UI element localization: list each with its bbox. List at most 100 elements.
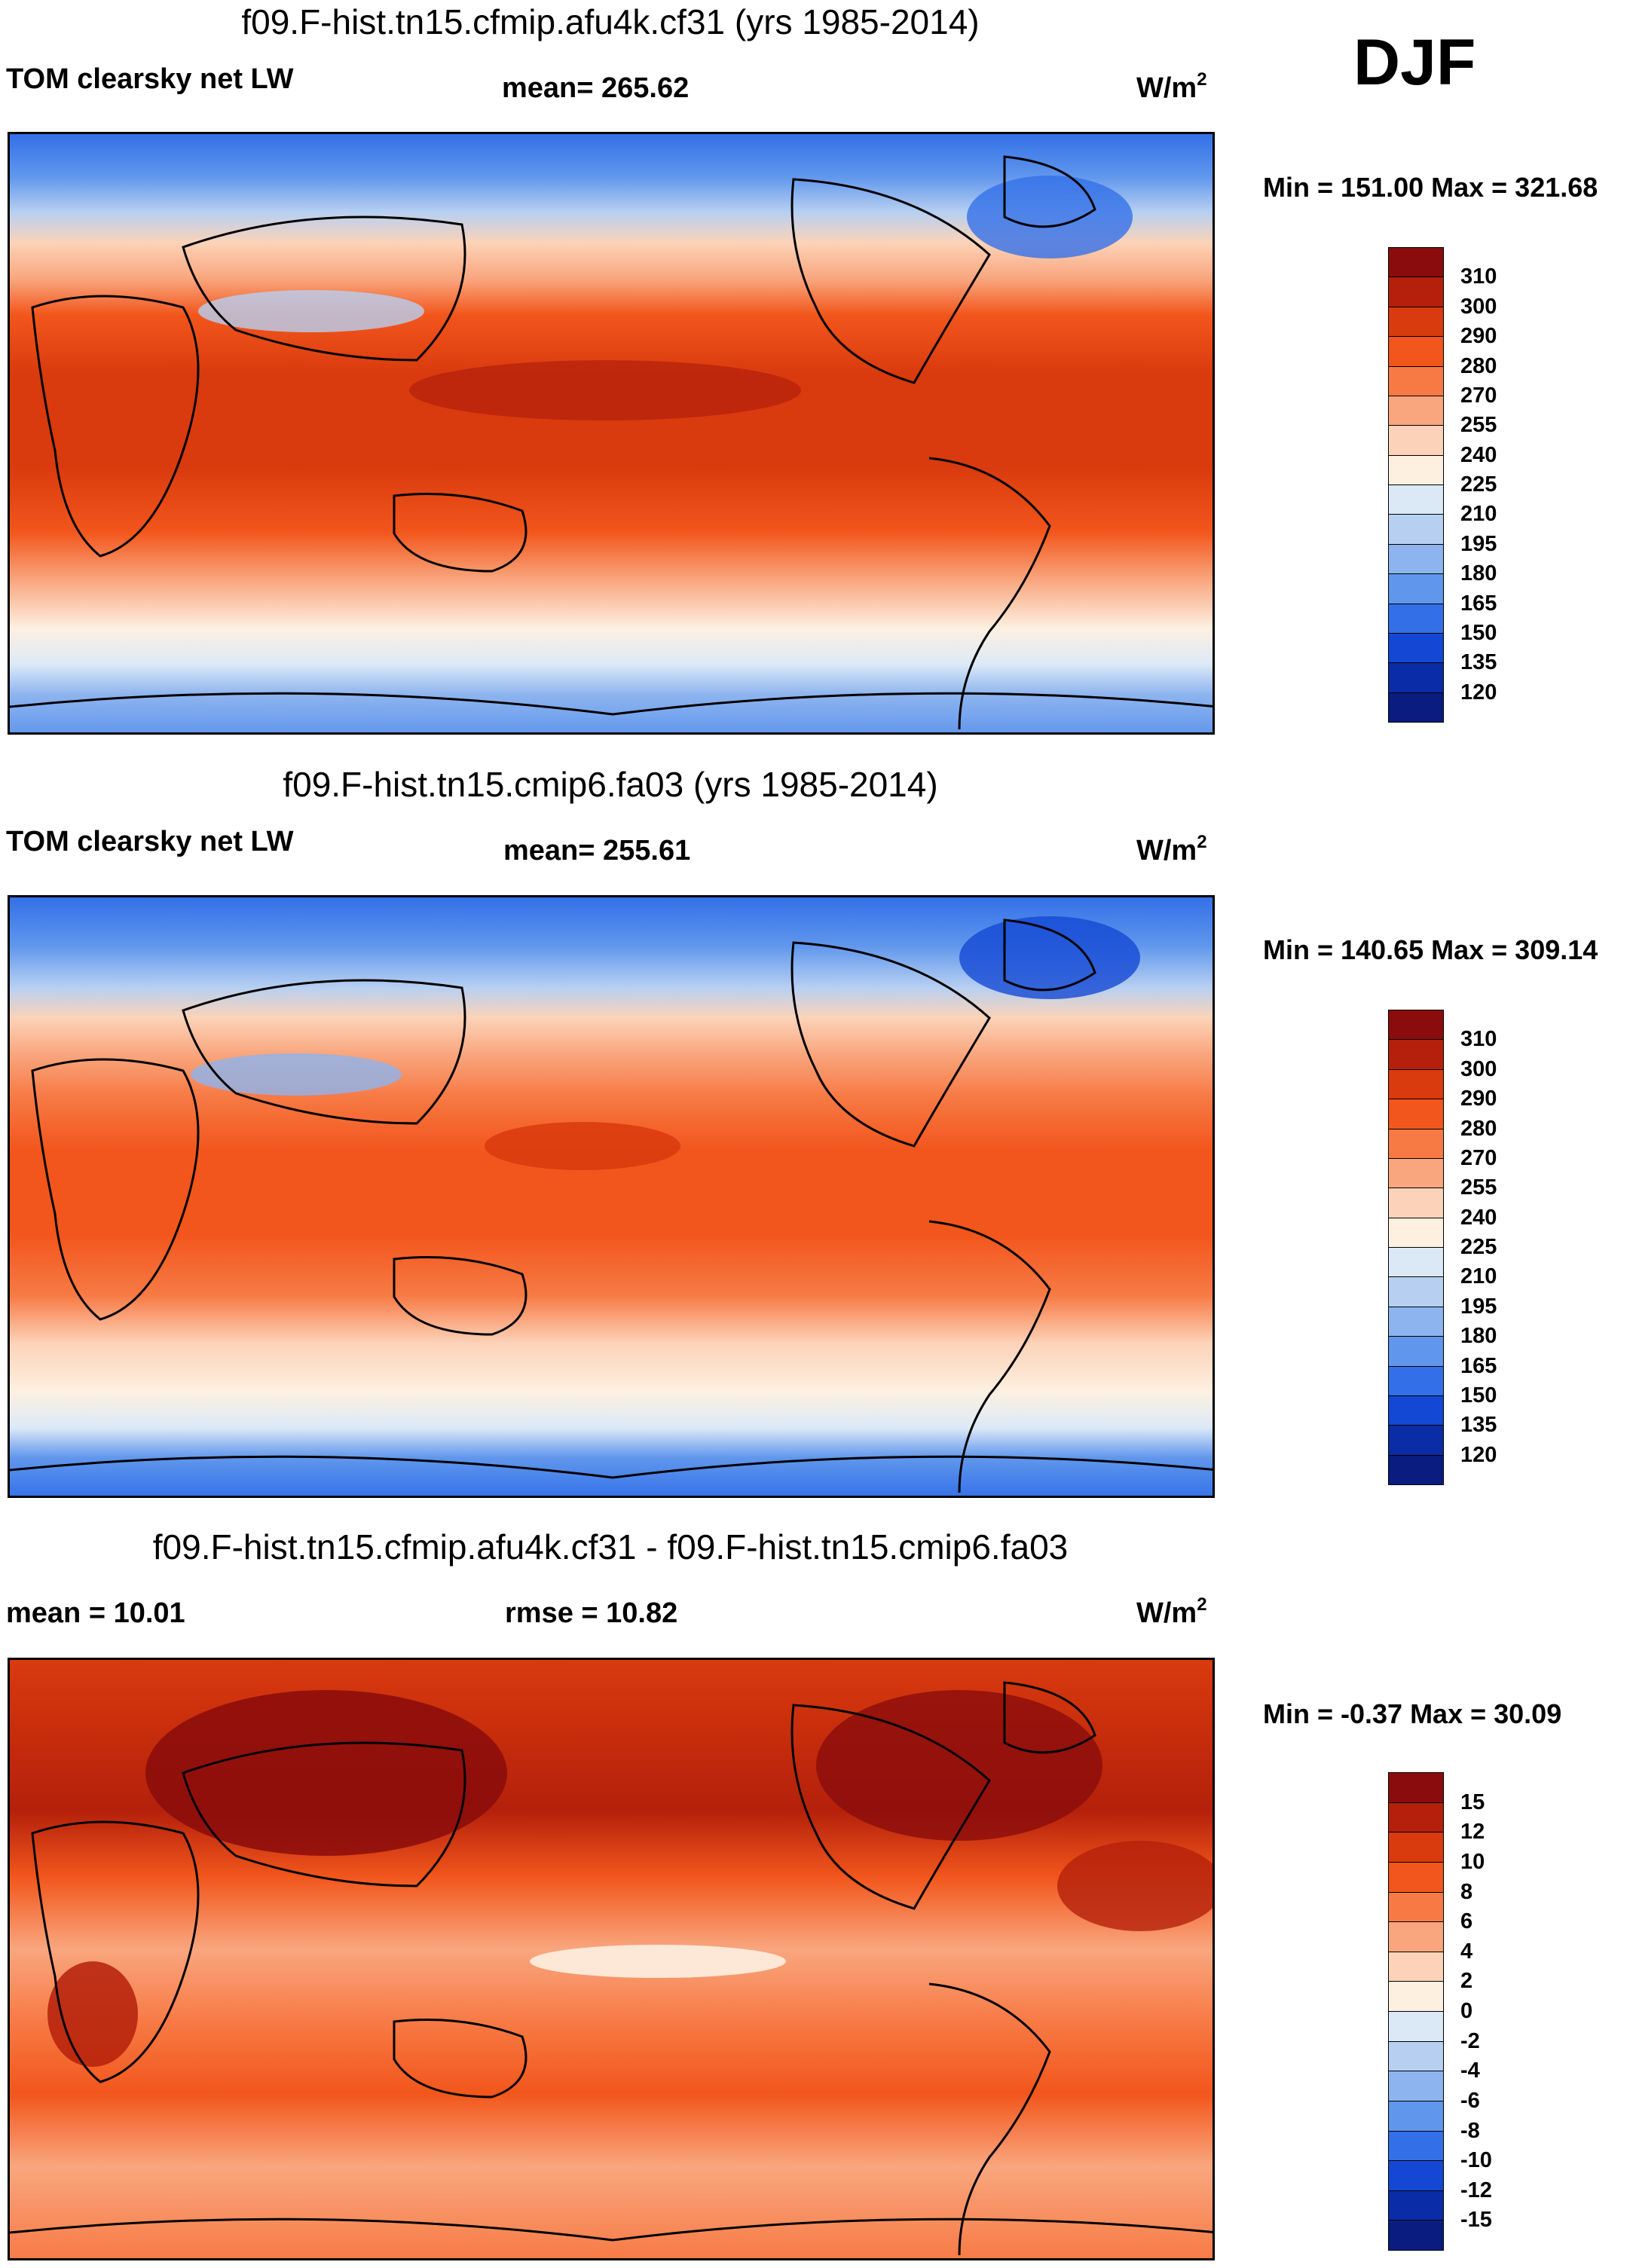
colorbar-tick-label: -15 — [1460, 2208, 1492, 2233]
colorbar-cell — [1388, 2220, 1444, 2251]
colorbar-tick-label: 270 — [1460, 1145, 1497, 1170]
colorbar-tick-label: 280 — [1460, 1116, 1497, 1141]
colorbar-tick-label: -8 — [1460, 2118, 1480, 2143]
colorbar-cell — [1388, 2011, 1444, 2042]
colorbar-cell — [1388, 1187, 1444, 1218]
colorbar-cell — [1388, 692, 1444, 723]
colorbar-tick-label: 240 — [1460, 442, 1497, 467]
colorbar-tick-label: -2 — [1460, 2028, 1480, 2053]
colorbar-tick-label: 2 — [1460, 1969, 1473, 1994]
colorbar-cell — [1388, 662, 1444, 693]
colorbar-cell — [1388, 1010, 1444, 1041]
panel-1-minmax: Min = 151.00 Max = 321.68 — [1263, 172, 1598, 203]
colorbar-cell — [1388, 1921, 1444, 1952]
panel-3-title: f09.F-hist.tn15.cfmip.afu4k.cf31 - f09.F… — [152, 1527, 1069, 1567]
panel-2-mean-label: mean= 255.61 — [503, 835, 691, 867]
colorbar-cell — [1388, 1128, 1444, 1159]
panel-1-title: f09.F-hist.tn15.cfmip.afu4k.cf31 (yrs 19… — [241, 2, 980, 41]
colorbar-cell — [1388, 1951, 1444, 1982]
colorbar-cell — [1388, 484, 1444, 515]
colorbar-tick-label: 255 — [1460, 1175, 1497, 1200]
colorbar-tick-label: 6 — [1460, 1909, 1473, 1934]
colorbar-cell — [1388, 277, 1444, 307]
colorbar-cell — [1388, 1306, 1444, 1337]
colorbar-cell — [1388, 1772, 1444, 1803]
panel-3-minmax: Min = -0.37 Max = 30.09 — [1263, 1698, 1562, 1729]
panel-2-coastlines — [10, 919, 1213, 1493]
colorbar-tick-label: -12 — [1460, 2178, 1492, 2202]
colorbar-cell — [1388, 1336, 1444, 1367]
colorbar-cell — [1388, 514, 1444, 545]
panel-1-mean-label: mean= 265.62 — [502, 72, 690, 104]
colorbar-cell — [1388, 1981, 1444, 2012]
colorbar-tick-label: 165 — [1460, 1353, 1497, 1378]
colorbar-tick-label: -6 — [1460, 2088, 1480, 2113]
colorbar-tick-label: 290 — [1460, 324, 1497, 349]
colorbar-cell — [1388, 1802, 1444, 1833]
colorbar-tick-label: 120 — [1460, 680, 1497, 705]
colorbar-tick-label: 225 — [1460, 472, 1497, 497]
colorbar-cell — [1388, 365, 1444, 396]
colorbar-cell — [1388, 2100, 1444, 2132]
colorbar-tick-label: 150 — [1460, 620, 1497, 645]
colorbar-tick-label: 195 — [1460, 1294, 1497, 1319]
colorbar-tick-label: 270 — [1460, 383, 1497, 408]
colorbar-cell — [1388, 395, 1444, 426]
colorbar-cell — [1388, 1099, 1444, 1129]
colorbar-tick-label: 150 — [1460, 1383, 1497, 1408]
colorbar-cell — [1388, 573, 1444, 604]
colorbar-3: 15 12 10 8 6 4 2 0 -2 -4 -6 -8 -10 -12 -15 — [1388, 1772, 1492, 2251]
panel-2-units: W/m2 — [1136, 832, 1207, 867]
colorbar-tick-label: -4 — [1460, 2059, 1480, 2083]
panel-2-field — [10, 897, 1213, 1496]
colorbar-cell — [1388, 632, 1444, 664]
colorbar-cell — [1388, 247, 1444, 278]
colorbar-cell — [1388, 603, 1444, 634]
colorbar-cell — [1388, 543, 1444, 575]
colorbar-tick-label: 300 — [1460, 1056, 1497, 1081]
colorbar-tick-label: 255 — [1460, 413, 1497, 438]
colorbar-cell — [1388, 454, 1444, 485]
colorbar-cell — [1388, 1247, 1444, 1278]
panel-1-units: W/m2 — [1136, 69, 1207, 104]
colorbar-cell — [1388, 2190, 1444, 2221]
colorbar-tick-label: 135 — [1460, 650, 1497, 675]
panel-3-units: W/m2 — [1136, 1594, 1207, 1629]
colorbar-1: 310 300 290 280 270 255 240 225 210 195 180 165 150 1… — [1388, 247, 1497, 723]
panel-3-map — [8, 1658, 1215, 2260]
colorbar-tick-label: 10 — [1460, 1849, 1485, 1874]
panel-1-variable-label: TOM clearsky net LW — [6, 63, 294, 95]
panel-3-mean-label: mean = 10.01 — [6, 1597, 185, 1629]
panel-2-minmax: Min = 140.65 Max = 309.14 — [1263, 934, 1598, 965]
colorbar-tick-label: 240 — [1460, 1205, 1497, 1230]
colorbar-tick-label: 210 — [1460, 502, 1497, 527]
colorbar-cell — [1388, 1425, 1444, 1456]
colorbar-tick-label: 290 — [1460, 1087, 1497, 1111]
colorbar-cell — [1388, 1068, 1444, 1100]
colorbar-tick-label: 15 — [1460, 1790, 1485, 1814]
colorbar-cell — [1388, 425, 1444, 456]
colorbar-cell — [1388, 1276, 1444, 1307]
colorbar-cell — [1388, 1157, 1444, 1189]
colorbar-tick-label: 135 — [1460, 1413, 1497, 1438]
colorbar-cell — [1388, 1891, 1444, 1923]
colorbar-cell — [1388, 1454, 1444, 1485]
colorbar-tick-label: 310 — [1460, 264, 1497, 289]
panel-2-title: f09.F-hist.tn15.cmip6.fa03 (yrs 1985-201… — [283, 765, 938, 804]
colorbar-tick-label: 12 — [1460, 1820, 1485, 1845]
colorbar-tick-label: 195 — [1460, 531, 1497, 556]
colorbar-tick-label: 210 — [1460, 1264, 1497, 1289]
colorbar-tick-label: 120 — [1460, 1442, 1497, 1467]
colorbar-tick-label: 165 — [1460, 591, 1497, 616]
colorbar-tick-label: 180 — [1460, 1324, 1497, 1349]
colorbar-cell — [1388, 336, 1444, 367]
colorbar-tick-label: -10 — [1460, 2148, 1492, 2173]
panel-3-coastlines — [10, 1681, 1213, 2256]
colorbar-tick-label: 300 — [1460, 294, 1497, 319]
panel-1-map — [8, 132, 1215, 735]
colorbar-tick-label: 310 — [1460, 1027, 1497, 1052]
colorbar-cell — [1388, 1832, 1444, 1863]
colorbar-tick-label: 280 — [1460, 353, 1497, 378]
panel-1-coastlines — [10, 155, 1213, 730]
panel-2-map — [8, 895, 1215, 1498]
